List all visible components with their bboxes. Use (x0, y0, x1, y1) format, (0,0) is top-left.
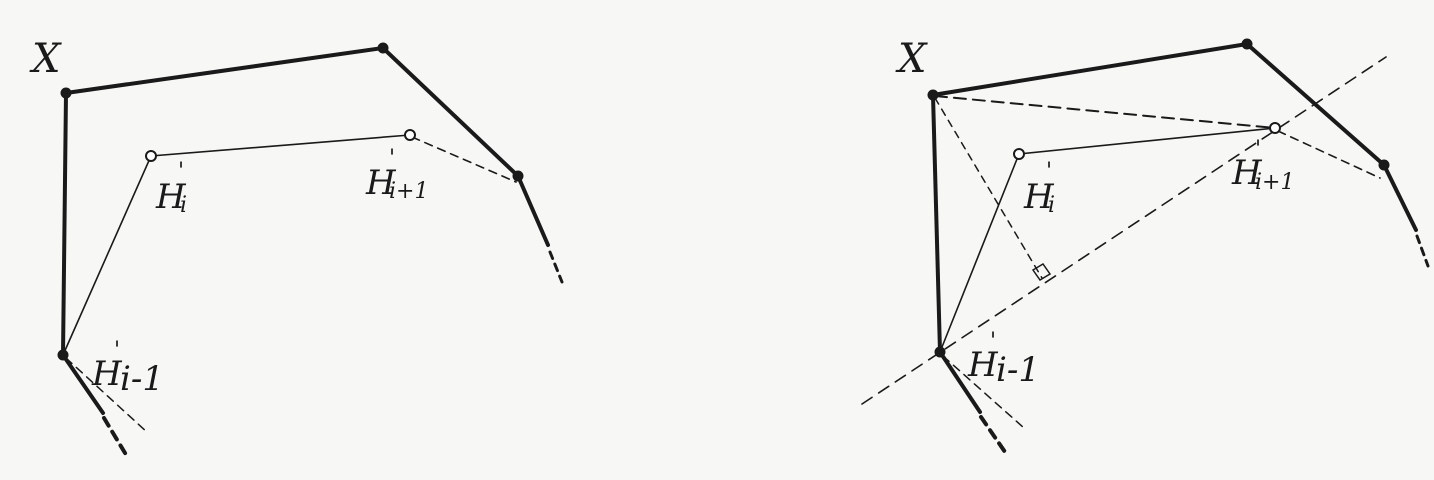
left-figure (57, 42, 564, 460)
right-vertex-top-right (1241, 38, 1253, 50)
right-outer-lower (938, 350, 982, 414)
right-label-h-im1-sub: i-1 (996, 350, 1040, 390)
right-outer-dash-right (1415, 234, 1430, 268)
right-label-h-i1-sub: i+1 (1255, 170, 1294, 195)
left-vertex-h-i (145, 150, 157, 162)
right-long-dash-line (861, 56, 1387, 405)
right-outer-lower-dash (979, 415, 1007, 454)
right-thin-dash-lower (942, 355, 1025, 429)
left-label-h-i1-sub: i+1 (389, 179, 428, 204)
left-label-h-im1-sup: ' (114, 338, 120, 363)
right-dash-perpendicular (934, 97, 1043, 279)
right-vertex-right (1378, 159, 1390, 171)
right-vertex-h-i1 (1269, 122, 1281, 134)
right-outer-polygon (930, 41, 1418, 354)
left-label-h-im1-sub: i-1 (120, 359, 164, 399)
right-label-h-i-sub: i (1048, 193, 1055, 218)
left-vertex-h-im1 (57, 349, 69, 361)
right-angle-marker (1031, 262, 1052, 282)
right-label-h-i1: H (1231, 153, 1263, 193)
left-vertex-x (60, 87, 72, 99)
right-label-x: X (895, 36, 928, 82)
left-outer-dash-right (548, 250, 564, 284)
right-label-h-i: H (1023, 177, 1055, 217)
right-figure (861, 38, 1430, 454)
left-thin-dash-lower (65, 357, 149, 434)
left-labels: X H ' i H ' i+1 H ' i-1 (29, 36, 428, 399)
left-outer-lower (61, 353, 105, 415)
left-label-h-i1: H (365, 163, 397, 203)
left-label-h-i-sub: i (180, 193, 187, 218)
right-dash-x-to-h-i1 (934, 95, 1276, 129)
left-label-h-im1: H (91, 354, 123, 394)
right-inner-polyline (939, 127, 1276, 353)
left-outer-polygon (61, 45, 550, 357)
right-vertex-h-im1 (934, 346, 946, 358)
right-inner-dash (1277, 130, 1381, 179)
right-vertex-x (927, 89, 939, 101)
left-outer-lower-dash (102, 416, 130, 460)
left-inner-dash (411, 136, 517, 183)
left-vertex-right (512, 170, 524, 182)
left-vertex-h-i1 (404, 129, 416, 141)
left-inner-polyline (62, 134, 411, 356)
right-label-h-im1: H (967, 345, 999, 385)
left-label-h-i-sup: ' (178, 159, 184, 184)
right-labels: X H ' i H ' i+1 H ' i-1 (895, 36, 1294, 390)
left-label-x: X (29, 36, 62, 82)
right-vertex-h-i (1013, 148, 1025, 160)
left-label-h-i1-sup: ' (389, 146, 395, 171)
right-label-h-i1-sup: ' (1255, 137, 1261, 162)
right-label-h-i-sup: ' (1046, 159, 1052, 184)
right-label-h-im1-sup: ' (990, 329, 996, 354)
left-vertex-top-right (377, 42, 389, 54)
left-label-h-i: H (155, 177, 187, 217)
